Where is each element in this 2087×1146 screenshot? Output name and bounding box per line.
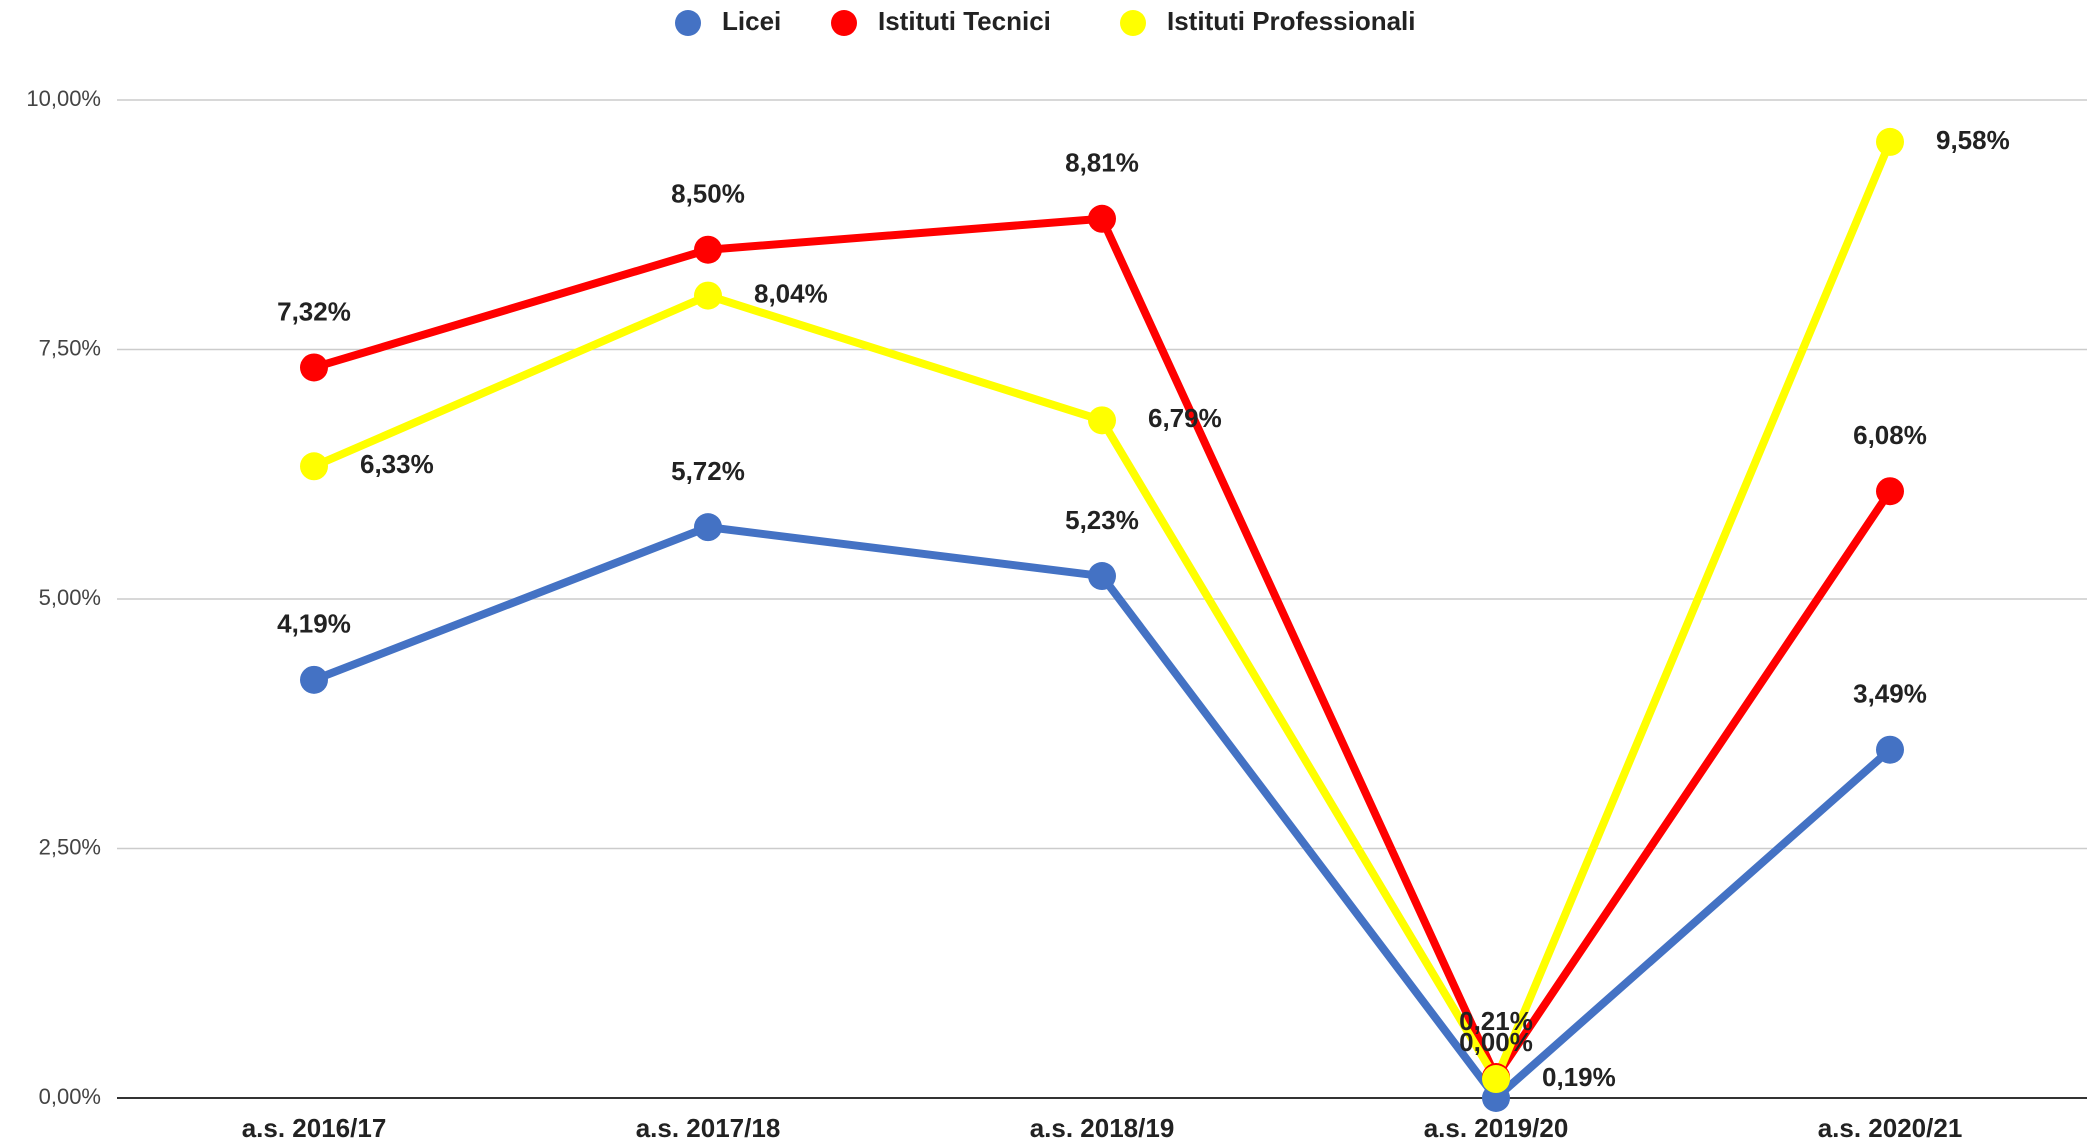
y-tick-label: 5,00%	[39, 585, 101, 610]
data-label: 5,72%	[671, 456, 745, 486]
data-label: 0,21%	[1459, 1006, 1533, 1036]
data-label: 0,19%	[1542, 1062, 1616, 1092]
point	[1088, 406, 1116, 435]
point	[694, 513, 722, 542]
point	[1088, 562, 1116, 591]
y-tick-label: 0,00%	[39, 1084, 101, 1109]
x-tick-label: a.s. 2020/21	[1818, 1113, 1963, 1143]
series-line	[312, 523, 1893, 1102]
data-label: 6,08%	[1853, 420, 1927, 450]
legend-marker	[675, 10, 701, 36]
data-label: 0,00%	[1459, 1027, 1533, 1057]
data-label: 6,33%	[360, 449, 434, 479]
point	[1876, 127, 1904, 156]
x-tick-label: a.s. 2016/17	[242, 1113, 387, 1143]
x-tick-label: a.s. 2019/20	[1424, 1113, 1569, 1143]
data-label: 7,32%	[277, 296, 351, 326]
y-tick-label: 2,50%	[39, 834, 101, 859]
data-label: 8,50%	[671, 179, 745, 209]
point	[1088, 204, 1116, 233]
series-line	[312, 140, 1894, 1084]
legend-marker	[1120, 10, 1146, 36]
data-label: 3,49%	[1853, 679, 1927, 709]
data-label: 8,04%	[754, 278, 828, 308]
legend-label: Licei	[722, 6, 781, 36]
point	[1482, 1065, 1510, 1094]
point	[300, 452, 328, 481]
legend-marker	[831, 10, 857, 36]
data-label: 8,81%	[1065, 148, 1139, 178]
point	[300, 353, 328, 382]
point	[1876, 477, 1904, 506]
x-tick-label: a.s. 2017/18	[636, 1113, 781, 1143]
point	[694, 281, 722, 310]
data-label: 6,79%	[1148, 403, 1222, 433]
data-label: 9,58%	[1936, 125, 2010, 155]
point	[694, 235, 722, 264]
legend-label: Istituti Professionali	[1167, 6, 1416, 36]
data-label: 5,23%	[1065, 505, 1139, 535]
x-tick-label: a.s. 2018/19	[1030, 1113, 1175, 1143]
y-tick-label: 10,00%	[26, 86, 101, 111]
legend-label: Istituti Tecnici	[878, 6, 1051, 36]
data-label: 4,19%	[277, 609, 351, 639]
point	[300, 665, 328, 694]
point	[1876, 735, 1904, 764]
y-tick-label: 7,50%	[39, 335, 101, 360]
series-line	[312, 214, 1894, 1082]
